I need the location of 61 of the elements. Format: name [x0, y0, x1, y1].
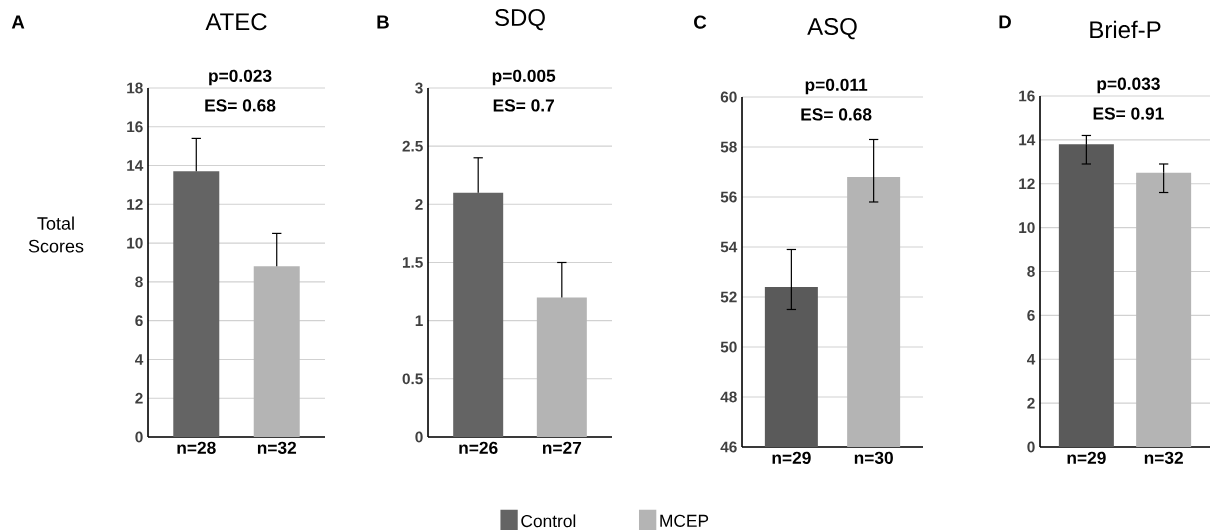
y-tick-label: 2	[415, 198, 423, 210]
y-tick-label: 6	[1027, 309, 1035, 321]
annotation: ES= 0.7	[493, 99, 554, 112]
x-tick-label: n=32	[257, 441, 297, 454]
y-tick-label: 2	[1027, 397, 1035, 409]
y-tick-label: 3	[415, 82, 423, 94]
text: p=0.011	[805, 78, 868, 95]
y-tick-label: 6	[135, 315, 143, 327]
y-tick-label: 2.5	[402, 140, 423, 152]
y-axis-title: Total Scores	[28, 216, 84, 253]
y-tick-label: 10	[127, 237, 143, 249]
y-tick-label: 4	[135, 354, 144, 365]
y-tick-label: 0	[415, 431, 423, 443]
annotation: ES= 0.68	[801, 108, 872, 121]
y-tick-label: 60	[720, 91, 737, 103]
y-tick-label: 14	[1019, 134, 1036, 146]
text: D	[999, 15, 1011, 29]
y-tick-label: 16	[1019, 90, 1035, 102]
x-tick-label: n=29	[772, 451, 811, 464]
text: C	[694, 15, 707, 29]
x-tick-label: n=30	[854, 451, 893, 464]
legend-label: MCEP	[660, 514, 709, 527]
y-tick-label: 48	[720, 391, 737, 403]
chart-title: ATEC	[205, 13, 267, 31]
x-tick-label: n=28	[177, 441, 216, 454]
annotation: ES= 0.68	[205, 99, 276, 112]
x-tick-label: n=26	[459, 441, 498, 454]
y-tick-label: 4	[1027, 353, 1036, 365]
text: p=0.005	[492, 69, 556, 86]
text: A	[11, 15, 25, 29]
y-tick-label: 16	[127, 121, 143, 133]
y-tick-label: 0	[135, 431, 143, 443]
y-tick-label: 52	[720, 291, 737, 303]
chart-title: Brief-P	[1090, 20, 1161, 39]
y-tick-label: 12	[127, 198, 143, 210]
text: p=0.033	[1097, 77, 1160, 94]
text: B	[377, 15, 389, 29]
chart-title: SDQ	[495, 8, 545, 31]
x-tick-label: n=27	[542, 441, 582, 454]
y-tick-label: 14	[127, 160, 144, 171]
chart-title: ASQ	[807, 17, 857, 40]
y-tick-label: 1	[415, 315, 423, 326]
legend-label: Control	[521, 514, 576, 528]
y-tick-label: 12	[1019, 178, 1035, 190]
y-tick-label: 8	[135, 276, 143, 288]
y-tick-label: 54	[720, 241, 738, 253]
y-tick-label: 58	[720, 141, 737, 153]
annotation: ES= 0.91	[1093, 107, 1164, 120]
y-tick-label: 2	[135, 392, 143, 404]
y-tick-label: 46	[720, 441, 737, 453]
y-tick-label: 56	[720, 191, 737, 203]
y-tick-label: 18	[127, 82, 143, 94]
y-tick-label: 8	[1027, 266, 1035, 277]
y-tick-label: 1.5	[402, 257, 423, 268]
y-tick-label: 0	[1027, 441, 1035, 453]
x-tick-label: n=32	[1144, 451, 1183, 464]
text: p=0.023	[209, 69, 272, 86]
y-tick-label: 50	[720, 341, 737, 353]
y-tick-label: 10	[1019, 222, 1035, 234]
y-tick-label: 0.5	[402, 373, 423, 385]
x-tick-label: n=29	[1067, 451, 1106, 464]
